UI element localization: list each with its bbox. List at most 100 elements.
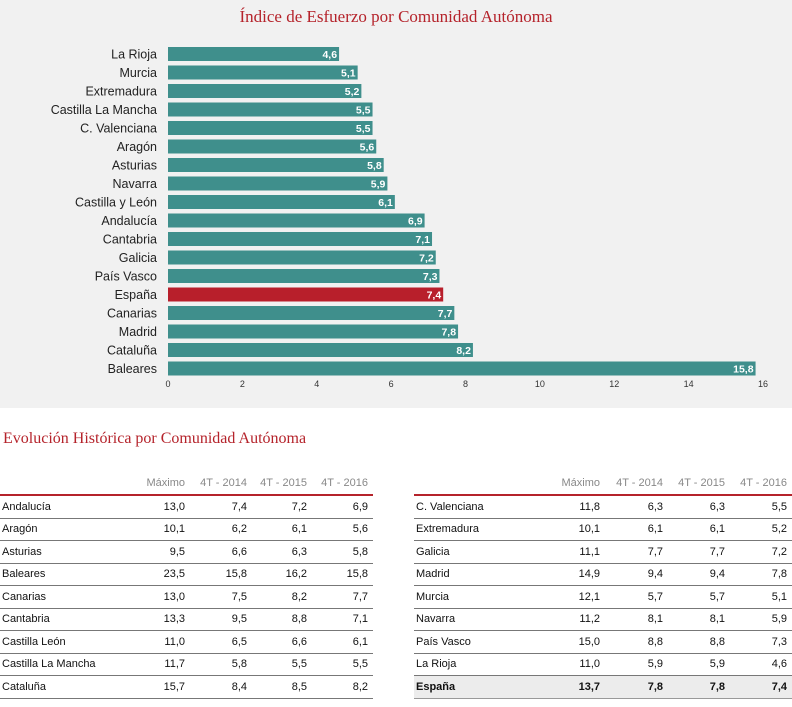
table-cell-region: Castilla León: [0, 630, 126, 654]
table-cell-region: Baleares: [0, 563, 126, 586]
table-cell-value: 11,1: [541, 540, 605, 564]
bar: [168, 269, 440, 283]
history-table-left: Máximo 4T - 2014 4T - 2015 4T - 2016 And…: [0, 472, 373, 699]
data-label: 6,1: [378, 197, 393, 209]
table-cell-region: País Vasco: [414, 630, 541, 654]
category-label: Galicia: [119, 251, 157, 265]
header-4t-2014: 4T - 2014: [190, 472, 252, 496]
table-cell-value: 6,2: [190, 518, 252, 541]
data-label: 5,5: [356, 123, 371, 135]
table-cell-value: 9,4: [605, 563, 668, 586]
data-label: 7,2: [419, 253, 434, 265]
table-cell-value: 7,7: [605, 540, 668, 564]
bar: [168, 250, 436, 265]
data-label: 5,6: [360, 142, 375, 154]
table-row: La Rioja 11,0 5,9 5,9 4,6: [414, 653, 792, 676]
table-cell-region: Andalucía: [0, 495, 126, 519]
table-cell-value: 5,9: [605, 653, 668, 676]
table-cell-value: 23,5: [126, 563, 190, 586]
table-cell-value: 7,8: [730, 563, 792, 586]
category-label: Castilla y León: [75, 196, 157, 210]
table-cell-value: 6,6: [252, 630, 312, 654]
data-label: 5,8: [367, 160, 382, 172]
table-cell-value: 11,7: [126, 653, 190, 676]
category-label: Asturias: [112, 159, 157, 173]
header-4t-2015: 4T - 2015: [252, 472, 312, 496]
header-region: [414, 472, 541, 496]
header-region: [0, 472, 126, 496]
table-cell-value: 8,8: [668, 630, 730, 654]
table-cell-region: Cantabria: [0, 608, 126, 631]
x-tick-label: 0: [165, 379, 170, 389]
table-row: Baleares 23,5 15,8 16,2 15,8: [0, 563, 373, 586]
table-cell-value: 5,7: [668, 585, 730, 609]
table-cell-value: 11,2: [541, 608, 605, 631]
table-cell-value: 6,6: [190, 540, 252, 564]
table-cell-value: 9,4: [668, 563, 730, 586]
table-cell-value: 11,0: [126, 630, 190, 654]
header-4t-2014: 4T - 2014: [605, 472, 668, 496]
table-cell-value: 8,8: [252, 608, 312, 631]
table-cell-region: España: [414, 675, 541, 699]
table-cell-value: 14,9: [541, 563, 605, 586]
table-cell-value: 5,8: [312, 540, 373, 564]
table-row: Aragón 10,1 6,2 6,1 5,6: [0, 518, 373, 541]
x-tick-label: 16: [758, 379, 768, 389]
table-cell-value: 12,1: [541, 585, 605, 609]
table-cell-value: 7,5: [190, 585, 252, 609]
table-cell-value: 8,8: [605, 630, 668, 654]
table-row: Andalucía 13,0 7,4 7,2 6,9: [0, 495, 373, 519]
table-cell-value: 10,1: [126, 518, 190, 541]
table-cell-value: 8,1: [605, 608, 668, 631]
table-cell-value: 13,0: [126, 495, 190, 519]
bar: [168, 306, 455, 320]
table-cell-region: Castilla La Mancha: [0, 653, 126, 676]
data-label: 5,2: [345, 86, 360, 98]
category-label: C. Valenciana: [80, 122, 157, 136]
chart-title: Índice de Esfuerzo por Comunidad Autónom…: [239, 7, 553, 26]
category-label: Aragón: [117, 140, 157, 154]
table-cell-value: 6,1: [668, 518, 730, 541]
table-row: Cataluña 15,7 8,4 8,5 8,2: [0, 675, 373, 699]
category-label: Madrid: [119, 325, 157, 339]
bar: [168, 195, 395, 209]
table-row: España 13,7 7,8 7,8 7,4: [414, 675, 792, 699]
x-tick-label: 4: [314, 379, 319, 389]
data-label: 6,9: [408, 216, 423, 228]
table-cell-value: 11,0: [541, 653, 605, 676]
table-cell-value: 9,5: [190, 608, 252, 631]
table-cell-value: 6,5: [190, 630, 252, 654]
table-cell-value: 15,8: [190, 563, 252, 586]
data-label: 4,6: [322, 49, 337, 61]
header-4t-2015: 4T - 2015: [668, 472, 730, 496]
header-4t-2016: 4T - 2016: [730, 472, 792, 496]
chart-panel: Índice de Esfuerzo por Comunidad Autónom…: [0, 0, 792, 408]
table-cell-value: 13,7: [541, 675, 605, 699]
category-label: España: [115, 288, 157, 302]
x-tick-label: 8: [463, 379, 468, 389]
table-cell-value: 5,2: [730, 518, 792, 541]
header-maximo: Máximo: [126, 472, 190, 496]
table-cell-value: 6,1: [252, 518, 312, 541]
table-cell-value: 7,8: [668, 675, 730, 699]
table-row: C. Valenciana 11,8 6,3 6,3 5,5: [414, 495, 792, 519]
table-cell-value: 15,8: [312, 563, 373, 586]
table-cell-value: 6,3: [605, 495, 668, 519]
table-cell-region: Extremadura: [414, 518, 541, 541]
bar: [168, 343, 473, 357]
x-tick-label: 6: [389, 379, 394, 389]
category-label: Andalucía: [101, 214, 157, 228]
table-cell-value: 5,9: [668, 653, 730, 676]
table-row: Canarias 13,0 7,5 8,2 7,7: [0, 585, 373, 609]
table-header-row: Máximo 4T - 2014 4T - 2015 4T - 2016: [0, 472, 373, 496]
table-cell-value: 11,8: [541, 495, 605, 519]
category-label: Cataluña: [107, 344, 157, 358]
x-tick-label: 2: [240, 379, 245, 389]
table-row: Murcia 12,1 5,7 5,7 5,1: [414, 585, 792, 609]
data-label: 7,1: [415, 234, 430, 246]
table-cell-value: 5,5: [730, 495, 792, 519]
bar: [168, 213, 425, 228]
table-cell-region: Galicia: [414, 540, 541, 564]
table-cell-value: 9,5: [126, 540, 190, 564]
data-label: 8,2: [456, 345, 471, 357]
